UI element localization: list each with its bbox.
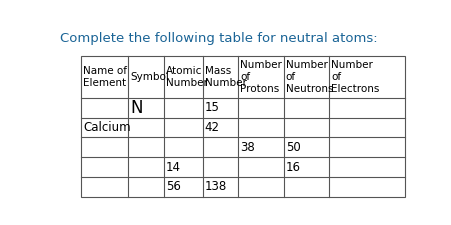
- Text: 15: 15: [204, 101, 219, 114]
- Text: 138: 138: [204, 180, 226, 194]
- Text: Number
of
Protons: Number of Protons: [240, 60, 281, 94]
- Text: Number
of
Neutrons: Number of Neutrons: [285, 60, 332, 94]
- Text: 16: 16: [285, 161, 300, 174]
- Text: Mass
Number: Mass Number: [204, 66, 246, 88]
- Text: Atomic
Number: Atomic Number: [166, 66, 207, 88]
- Text: 42: 42: [204, 121, 219, 134]
- Text: Complete the following table for neutral atoms:: Complete the following table for neutral…: [60, 32, 377, 45]
- Text: Calcium: Calcium: [83, 121, 130, 134]
- Text: 50: 50: [285, 141, 300, 154]
- Text: Number
of
Electrons: Number of Electrons: [330, 60, 378, 94]
- Text: N: N: [130, 99, 143, 117]
- Text: Name of
Element: Name of Element: [83, 66, 127, 88]
- Text: 38: 38: [240, 141, 254, 154]
- Text: 56: 56: [166, 180, 180, 194]
- Text: Symbol: Symbol: [130, 72, 169, 82]
- Text: 14: 14: [166, 161, 180, 174]
